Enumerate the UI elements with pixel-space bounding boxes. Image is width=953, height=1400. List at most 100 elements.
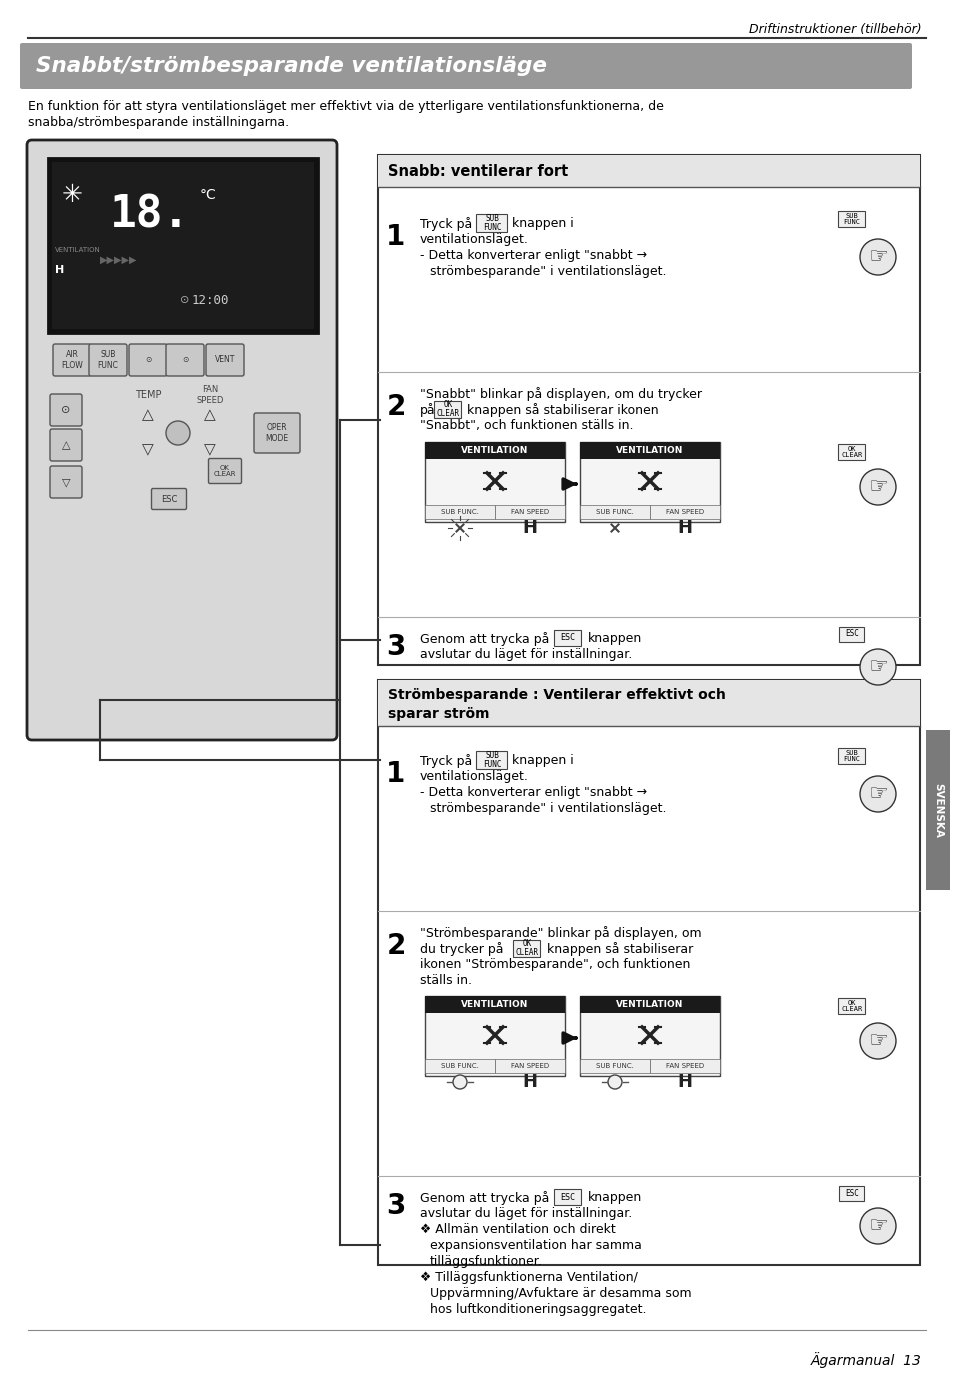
FancyBboxPatch shape [554, 630, 581, 645]
FancyBboxPatch shape [50, 393, 82, 426]
Text: ☞: ☞ [867, 784, 887, 804]
Bar [579, 995, 720, 1077]
Text: knappen i: knappen i [512, 755, 573, 767]
Text: Uppvärmning/Avfuktare är desamma som: Uppvärmning/Avfuktare är desamma som [430, 1287, 691, 1301]
Text: ⊙: ⊙ [180, 295, 190, 305]
Bar [52, 162, 314, 329]
Text: VENT: VENT [214, 356, 235, 364]
Text: ❖ Allmän ventilation och direkt: ❖ Allmän ventilation och direkt [419, 1224, 615, 1236]
Bar [579, 442, 720, 459]
Text: FAN SPEED: FAN SPEED [511, 1063, 549, 1070]
Bar [424, 1058, 495, 1072]
FancyBboxPatch shape [20, 43, 911, 90]
Bar [579, 995, 720, 1014]
FancyBboxPatch shape [50, 466, 82, 498]
Text: Driftinstruktioner (tillbehör): Driftinstruktioner (tillbehör) [749, 24, 921, 36]
Bar [925, 729, 949, 890]
Circle shape [859, 239, 895, 274]
Text: VENTILATION: VENTILATION [616, 447, 683, 455]
Text: ventilationsläget.: ventilationsläget. [419, 232, 528, 246]
Text: ⊙: ⊙ [182, 356, 188, 364]
Text: OK
CLEAR: OK CLEAR [841, 1000, 862, 1012]
Text: ⊙: ⊙ [61, 405, 71, 414]
Text: ❖ Tilläggsfunktionerna Ventilation/: ❖ Tilläggsfunktionerna Ventilation/ [419, 1271, 638, 1284]
Text: OPER
MODE: OPER MODE [265, 423, 288, 442]
Text: knappen så stabiliserar: knappen så stabiliserar [546, 942, 693, 956]
FancyBboxPatch shape [152, 489, 186, 510]
Text: Ägarmanual  13: Ägarmanual 13 [810, 1352, 921, 1368]
Text: strömbesparande" i ventilationsläget.: strömbesparande" i ventilationsläget. [430, 265, 666, 279]
Bar [495, 1058, 564, 1072]
Text: - Detta konverterar enligt "snabbt →: - Detta konverterar enligt "snabbt → [419, 249, 646, 262]
Text: avslutar du läget för inställningar.: avslutar du läget för inställningar. [419, 648, 632, 661]
Text: Tryck på: Tryck på [419, 217, 472, 231]
Text: "Strömbesparande" blinkar på displayen, om: "Strömbesparande" blinkar på displayen, … [419, 925, 700, 939]
FancyBboxPatch shape [206, 344, 244, 377]
Text: 3: 3 [386, 1191, 405, 1219]
Text: avslutar du läget för inställningar.: avslutar du läget för inställningar. [419, 1207, 632, 1219]
Text: 2: 2 [386, 393, 405, 421]
Text: ESC: ESC [844, 1189, 858, 1197]
Text: △: △ [62, 440, 71, 449]
Text: ☞: ☞ [867, 477, 887, 497]
Text: ställs in.: ställs in. [419, 974, 472, 987]
Text: ▽: ▽ [62, 477, 71, 487]
FancyBboxPatch shape [838, 998, 864, 1014]
FancyBboxPatch shape [476, 750, 507, 769]
Text: ▶▶▶▶▶: ▶▶▶▶▶ [100, 255, 137, 265]
Text: SUB
FUNC: SUB FUNC [97, 350, 118, 370]
Circle shape [453, 1075, 467, 1089]
Circle shape [607, 1075, 621, 1089]
Bar [48, 158, 317, 333]
Bar [377, 155, 919, 188]
Text: 3: 3 [386, 633, 405, 661]
Text: ESC: ESC [560, 1193, 575, 1201]
Text: ESC: ESC [844, 630, 858, 638]
Text: H: H [677, 519, 692, 538]
Bar [424, 995, 564, 1014]
Text: H: H [522, 519, 537, 538]
Text: Tryck på: Tryck på [419, 755, 472, 769]
FancyBboxPatch shape [166, 344, 204, 377]
Text: OK
CLEAR: OK CLEAR [515, 938, 538, 958]
FancyBboxPatch shape [434, 400, 461, 417]
Bar [579, 1058, 649, 1072]
Text: du trycker på: du trycker på [419, 942, 503, 956]
Text: ☞: ☞ [867, 1217, 887, 1236]
Text: ☞: ☞ [867, 246, 887, 267]
Bar [649, 1058, 720, 1072]
Text: H: H [55, 265, 65, 274]
Text: Genom att trycka på: Genom att trycka på [419, 1191, 549, 1205]
FancyBboxPatch shape [50, 428, 82, 461]
Bar [424, 442, 564, 459]
FancyBboxPatch shape [838, 211, 864, 227]
Bar [495, 505, 564, 519]
Text: "Snabbt", och funktionen ställs in.: "Snabbt", och funktionen ställs in. [419, 419, 633, 433]
Text: 1: 1 [386, 223, 405, 251]
Bar [424, 995, 564, 1077]
Bar [377, 155, 919, 665]
Text: sparar ström: sparar ström [388, 707, 489, 721]
Text: VENTILATION: VENTILATION [461, 447, 528, 455]
Text: - Detta konverterar enligt "snabbt →: - Detta konverterar enligt "snabbt → [419, 785, 646, 799]
Text: knappen i: knappen i [512, 217, 573, 230]
Text: tilläggsfunktioner.: tilläggsfunktioner. [430, 1254, 542, 1268]
FancyBboxPatch shape [513, 939, 540, 956]
Text: ▽: ▽ [142, 442, 153, 458]
Text: SUB
FUNC: SUB FUNC [482, 214, 500, 232]
Text: SUB
FUNC: SUB FUNC [842, 750, 860, 762]
FancyBboxPatch shape [554, 1189, 581, 1205]
Text: 18.: 18. [110, 193, 190, 237]
Text: ▽: ▽ [204, 442, 215, 458]
Text: snabba/strömbesparande inställningarna.: snabba/strömbesparande inställningarna. [28, 116, 289, 129]
FancyBboxPatch shape [838, 748, 864, 764]
Bar [424, 505, 495, 519]
FancyBboxPatch shape [27, 140, 336, 741]
Text: FAN SPEED: FAN SPEED [665, 510, 703, 515]
Text: SUB FUNC.: SUB FUNC. [596, 510, 634, 515]
Text: ✳: ✳ [61, 183, 82, 207]
Circle shape [859, 650, 895, 685]
Text: 2: 2 [386, 932, 405, 960]
FancyBboxPatch shape [129, 344, 167, 377]
FancyBboxPatch shape [476, 214, 507, 232]
